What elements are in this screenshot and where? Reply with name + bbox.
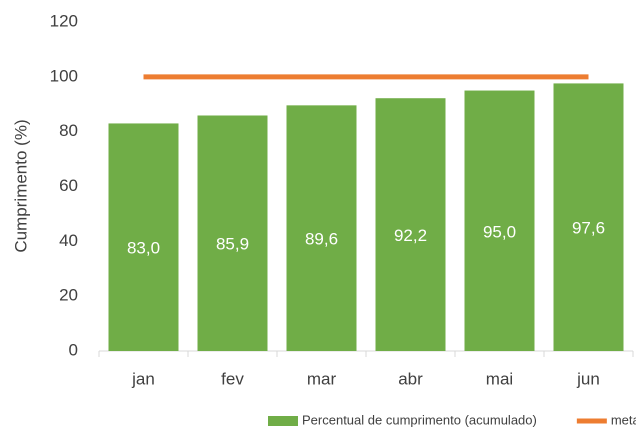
value-label: 89,6 bbox=[305, 230, 338, 249]
y-tick-label: 20 bbox=[59, 286, 78, 305]
bar bbox=[553, 83, 624, 351]
x-tick-label: mar bbox=[307, 369, 337, 388]
value-label: 83,0 bbox=[127, 239, 160, 258]
legend-swatch bbox=[268, 416, 298, 426]
y-tick-label: 40 bbox=[59, 231, 78, 250]
x-tick-label: mai bbox=[486, 369, 513, 388]
y-tick-label: 0 bbox=[69, 340, 78, 359]
legend-label: Percentual de cumprimento (acumulado) bbox=[302, 412, 537, 427]
value-label: 97,6 bbox=[572, 219, 605, 238]
value-label: 92,2 bbox=[394, 226, 427, 245]
bar bbox=[375, 98, 446, 352]
legend-label: meta bbox=[611, 412, 636, 427]
bar bbox=[464, 90, 535, 352]
bar bbox=[286, 105, 357, 351]
y-axis-label: Cumprimento (%) bbox=[11, 119, 30, 252]
x-tick-label: jan bbox=[131, 369, 155, 388]
bar bbox=[197, 115, 268, 351]
y-tick-label: 60 bbox=[59, 176, 78, 195]
y-tick-label: 80 bbox=[59, 121, 78, 140]
value-label: 85,9 bbox=[216, 235, 249, 254]
x-tick-label: fev bbox=[221, 369, 244, 388]
x-tick-label: jun bbox=[576, 369, 600, 388]
y-tick-label: 120 bbox=[50, 11, 78, 30]
value-label: 95,0 bbox=[483, 222, 516, 241]
x-tick-label: abr bbox=[398, 369, 423, 388]
y-tick-label: 100 bbox=[50, 66, 78, 85]
bar bbox=[108, 123, 179, 351]
